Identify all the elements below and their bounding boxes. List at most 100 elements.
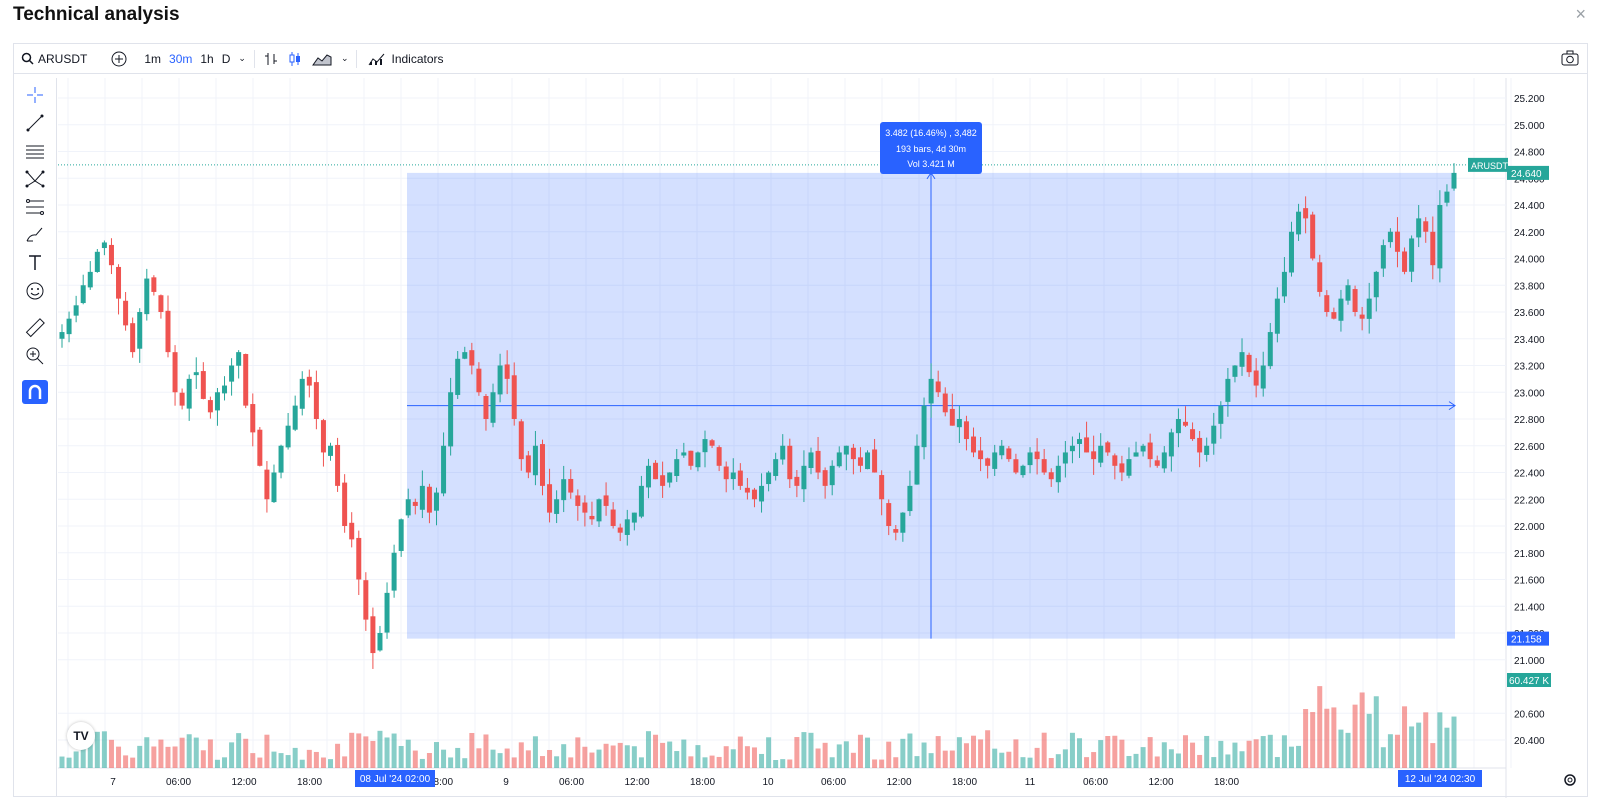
candle-body <box>101 242 107 249</box>
candle-body <box>1182 421 1188 426</box>
close-icon[interactable]: × <box>1575 4 1586 24</box>
price-tick-label: 22.600 <box>1514 442 1545 453</box>
trend-line-icon[interactable] <box>22 111 48 135</box>
candles-chart-type-icon[interactable] <box>283 44 307 73</box>
text-icon[interactable] <box>22 251 48 275</box>
chevron-down-icon[interactable]: ⌄ <box>238 53 246 63</box>
tradingview-logo: TV <box>67 722 95 750</box>
magnet-icon[interactable] <box>22 380 48 404</box>
candle-body <box>1380 245 1386 269</box>
candle-body <box>1197 437 1203 453</box>
volume-bar <box>1239 751 1245 768</box>
volume-bar <box>886 741 892 768</box>
candle-body <box>773 459 779 476</box>
volume-bar <box>1352 704 1358 768</box>
candle-body <box>1211 425 1217 444</box>
volume-bar <box>384 737 390 768</box>
price-chart[interactable]: 25.20025.00024.80024.60024.40024.20024.0… <box>58 78 1589 798</box>
volume-bar <box>850 752 856 768</box>
symbol-tag-badge <box>1468 157 1508 172</box>
candle-body <box>956 419 962 428</box>
volume-bar <box>377 730 383 768</box>
candle-body <box>1352 289 1358 312</box>
candle-body <box>963 421 969 440</box>
ruler-icon[interactable] <box>22 316 48 340</box>
candle-body <box>1027 452 1033 466</box>
interval-1h[interactable]: 1h <box>200 51 214 66</box>
volume-bar <box>476 748 482 768</box>
candle-body <box>992 452 998 469</box>
volume-bar <box>1147 737 1153 768</box>
volume-bar <box>935 736 941 768</box>
candle-body <box>59 332 65 339</box>
pattern-icon[interactable] <box>22 167 48 191</box>
emoji-icon[interactable] <box>22 279 48 303</box>
candle-body <box>292 405 298 430</box>
volume-bar <box>335 743 341 768</box>
crosshair-icon[interactable] <box>22 83 48 107</box>
time-tick-label: 7 <box>110 777 116 788</box>
candle-body <box>483 396 489 419</box>
candle-body <box>66 318 72 335</box>
candle-body <box>384 592 390 633</box>
add-circle-icon <box>111 51 127 66</box>
volume-bar <box>1218 740 1224 768</box>
candle-body <box>709 440 715 446</box>
candle-body <box>1296 211 1302 235</box>
volume-bar <box>1444 727 1450 768</box>
volume-bar <box>808 732 814 768</box>
volume-bar <box>822 742 828 768</box>
volume-bar <box>1274 757 1280 768</box>
candle-body <box>1069 445 1075 452</box>
volume-bar <box>1267 734 1273 768</box>
volume-bar <box>1338 729 1344 768</box>
volume-bar <box>426 753 432 768</box>
indicators-button[interactable]: Indicators <box>361 44 450 73</box>
volume-text: 60.427 K <box>1509 676 1549 687</box>
volume-bar <box>137 745 143 768</box>
range-low-badge <box>1507 631 1549 646</box>
area-chart-type-icon[interactable] <box>307 44 337 73</box>
volume-bar <box>1331 707 1337 768</box>
volume-bar <box>999 752 1005 768</box>
camera-icon[interactable] <box>1561 50 1579 69</box>
time-tick-label: 18:00 <box>428 777 453 788</box>
price-tick-label: 23.800 <box>1514 281 1545 292</box>
symbol-search-button[interactable]: ARUSDT <box>14 44 94 73</box>
volume-bar <box>1091 752 1097 768</box>
candle-body <box>1091 451 1097 460</box>
candle-body <box>1041 459 1047 473</box>
interval-1m[interactable]: 1m <box>144 51 162 66</box>
interval-d[interactable]: D <box>221 51 231 66</box>
interval-30m[interactable]: 30m <box>169 51 193 66</box>
zoom-in-icon[interactable] <box>22 344 48 368</box>
candle-body <box>525 455 531 473</box>
candle-body <box>1020 465 1026 476</box>
brush-icon[interactable] <box>22 223 48 247</box>
bar-chart-type-icon[interactable] <box>259 44 283 73</box>
fib-icon[interactable] <box>22 195 48 219</box>
volume-bar <box>278 753 284 768</box>
candle-body <box>476 368 482 393</box>
candle-body <box>935 381 941 393</box>
volume-bar <box>589 752 595 768</box>
horizontal-lines-icon[interactable] <box>22 139 48 163</box>
indicators-label: Indicators <box>391 51 444 66</box>
candle-body <box>165 310 171 353</box>
candle-body <box>596 499 602 522</box>
volume-bar <box>222 757 228 768</box>
volume-bar <box>1296 745 1302 768</box>
candle-body <box>971 436 977 453</box>
candle-body <box>448 392 454 447</box>
volume-bar <box>250 753 256 768</box>
dialog-title: Technical analysis <box>13 4 180 25</box>
compare-button[interactable] <box>104 44 134 73</box>
gear-icon[interactable] <box>1563 773 1577 792</box>
volume-bar <box>1387 734 1393 768</box>
candle-body <box>469 350 475 366</box>
candle-body <box>928 378 934 404</box>
volume-bar <box>518 742 524 768</box>
candle-body <box>271 472 277 503</box>
candle-body <box>1402 251 1408 272</box>
chevron-down-icon[interactable]: ⌄ <box>340 53 349 63</box>
